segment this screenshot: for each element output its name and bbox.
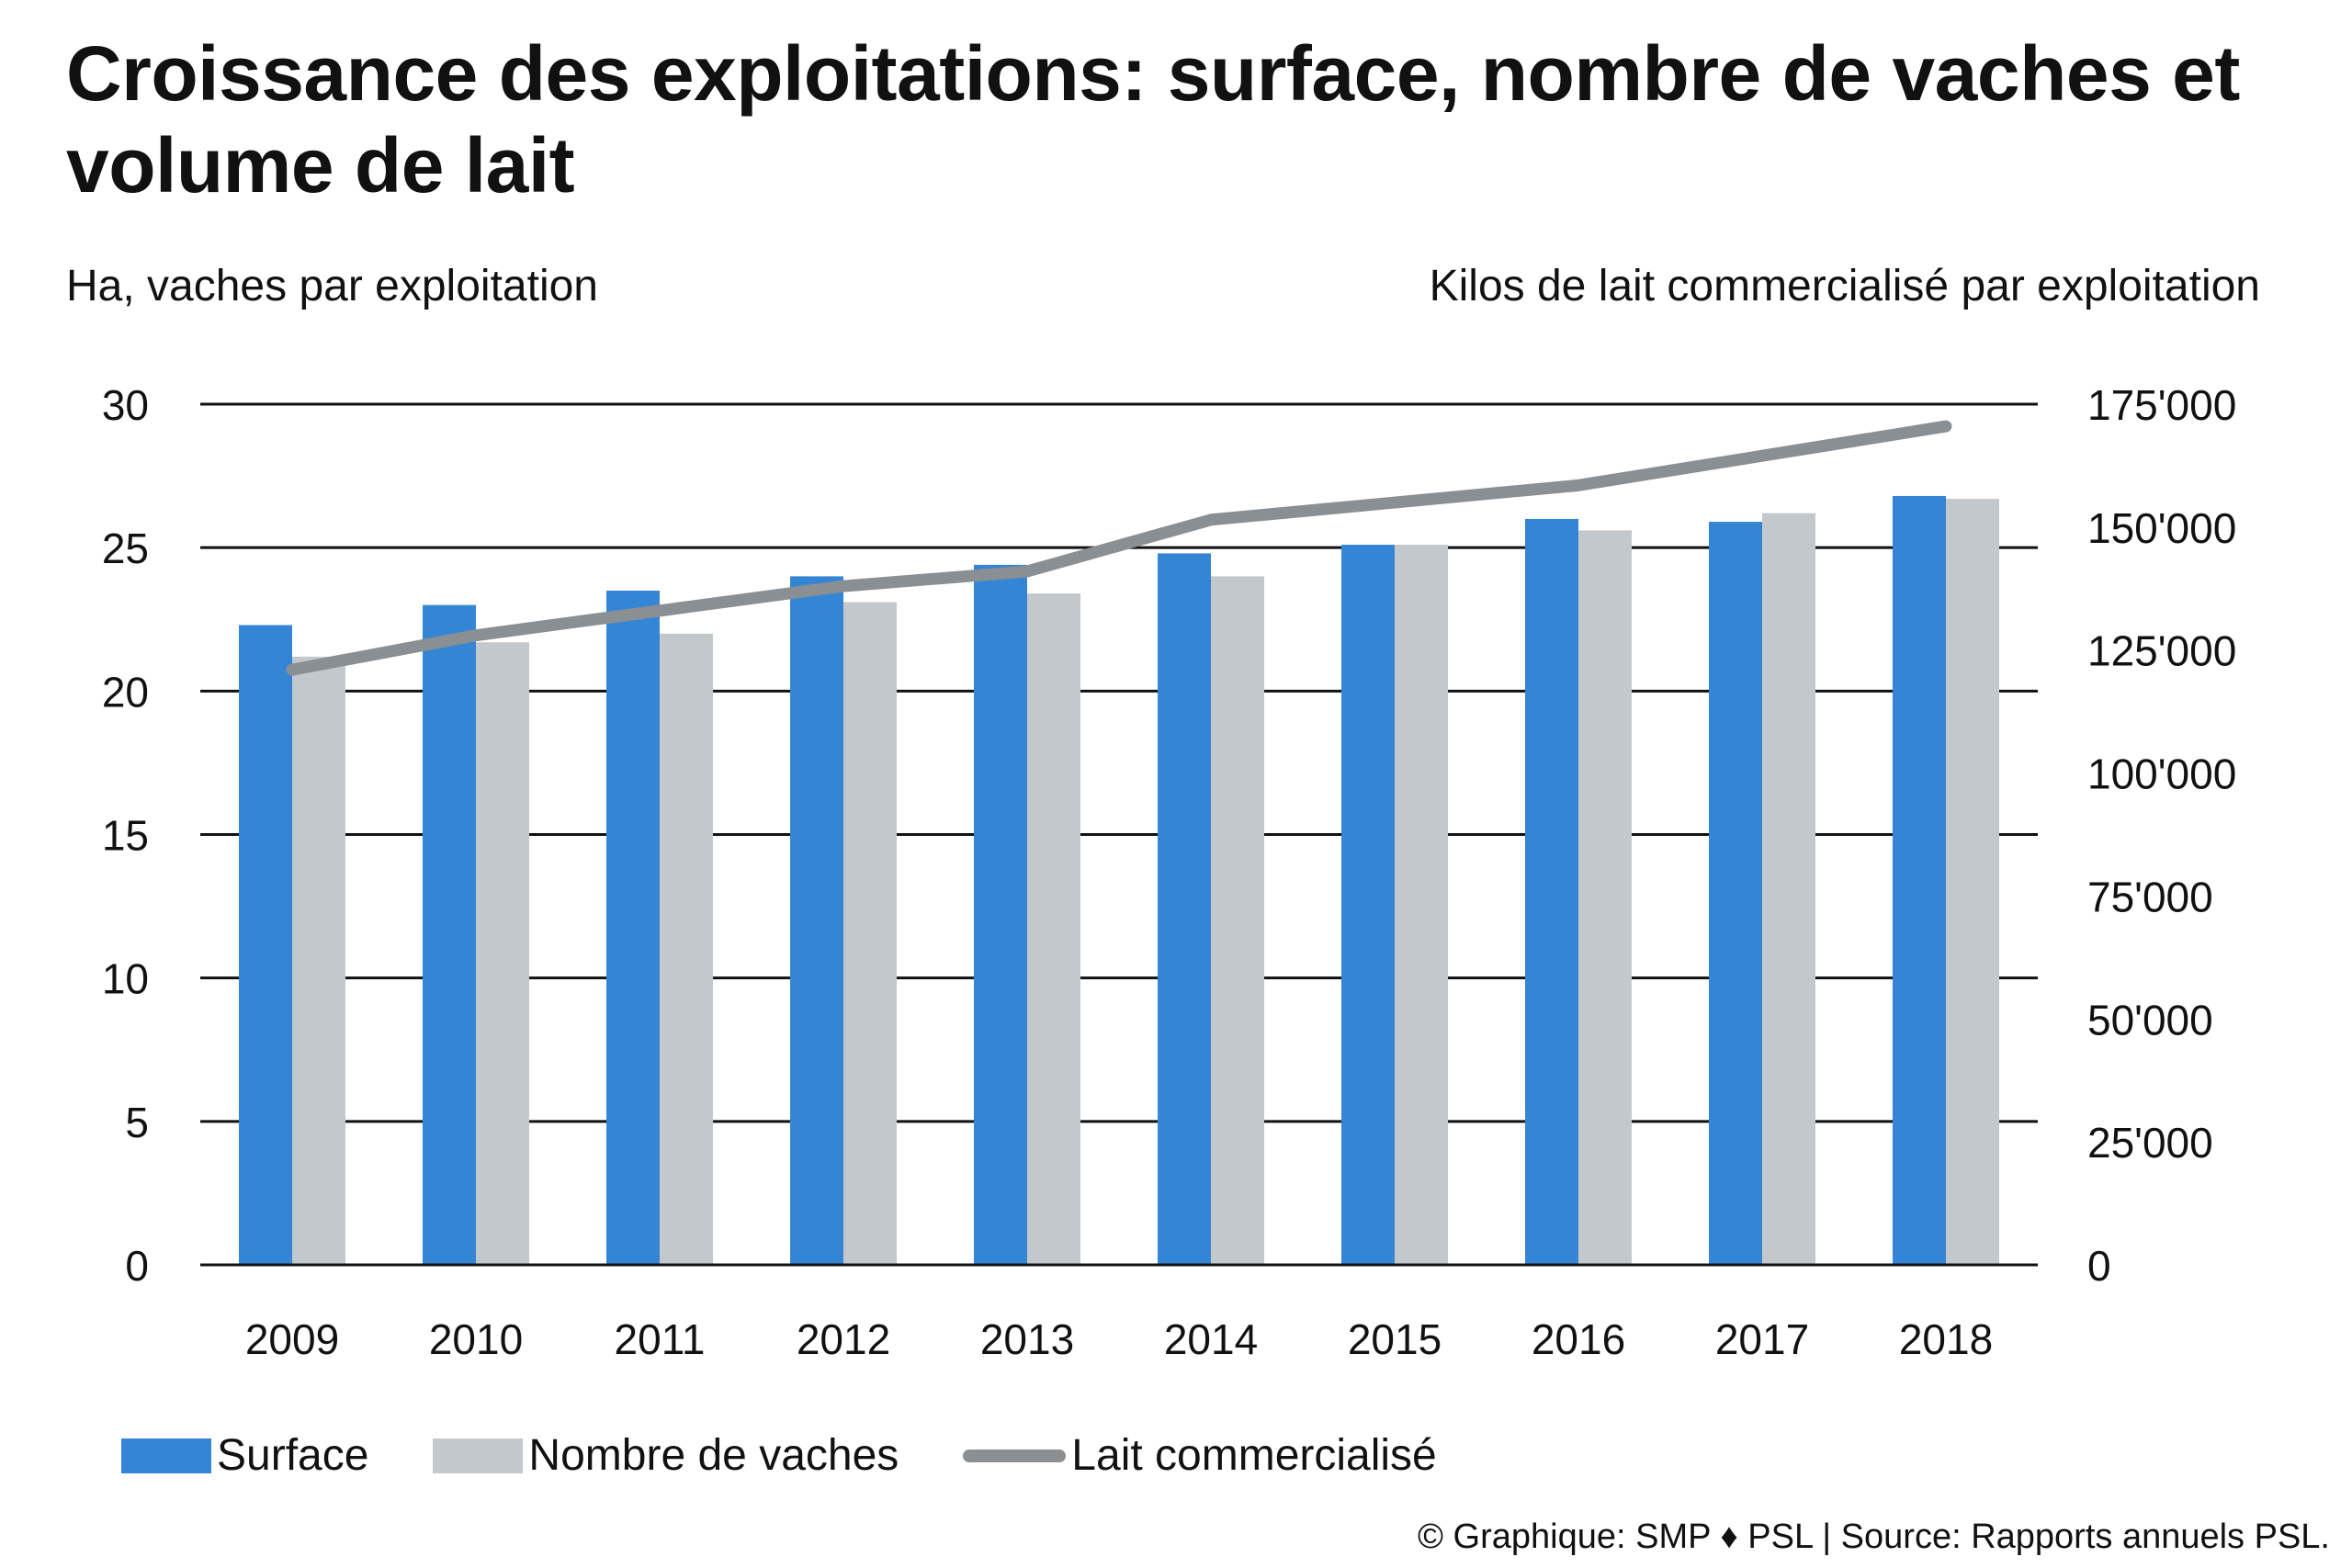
line-lait-commercialise [286,420,1952,676]
right-tick-label: 75'000 [2087,873,2213,920]
bar-vaches [292,656,345,1265]
legend-item-vaches: Nombre de vaches [433,1424,899,1488]
legend-item-surface: Surface [121,1424,368,1488]
legend-label-vaches: Nombre de vaches [528,1431,899,1480]
bar-vaches [476,642,529,1265]
x-tick-label: 2009 [245,1315,339,1363]
left-tick-label: 20 [102,668,149,716]
x-tick-label: 2012 [797,1315,890,1363]
bar-vaches [660,633,713,1265]
x-tick-label: 2013 [980,1315,1074,1363]
legend-swatch-surface [121,1438,211,1473]
right-tick-label: 175'000 [2087,381,2236,429]
x-tick-label: 2015 [1348,1315,1442,1363]
legend-label-lait: Lait commercialisé [1071,1431,1437,1480]
bar-surface [1709,522,1762,1265]
left-tick-label: 25 [102,525,149,572]
chart-title: Croissance des exploitations: surface, n… [66,30,2240,209]
legend: Surface Nombre de vaches Lait commercial… [121,1424,1501,1488]
bar-surface [423,604,476,1265]
x-tick-label: 2017 [1715,1315,1809,1363]
bar-surface [1158,553,1211,1265]
right-tick-label: 100'000 [2087,750,2236,798]
bar-vaches [843,602,897,1265]
legend-label-surface: Surface [217,1431,369,1480]
bar-vaches [1578,530,1632,1265]
bar-surface [1525,518,1578,1265]
legend-swatch-vaches [433,1438,524,1473]
right-tick-label: 150'000 [2087,504,2236,552]
left-tick-label: 5 [125,1099,149,1146]
x-tick-label: 2016 [1532,1315,1625,1363]
bar-vaches [1211,576,1264,1265]
left-tick-label: 30 [102,381,149,429]
bar-vaches [1395,545,1448,1265]
left-tick-label: 15 [102,812,149,860]
x-tick-label: 2018 [1899,1315,1993,1363]
right-tick-label: 125'000 [2087,627,2236,675]
bar-surface [790,576,843,1265]
x-tick-label: 2011 [615,1315,706,1363]
legend-swatch-lait [963,1450,1067,1462]
left-axis-caption: Ha, vaches par exploitation [66,262,598,310]
source-credit: © Graphique: SMP ♦ PSL | Source: Rapport… [1417,1517,2330,1556]
legend-item-lait: Lait commercialisé [963,1424,1437,1488]
bar-vaches [1027,593,1080,1265]
right-tick-label: 50'000 [2087,996,2213,1043]
bar-surface [1893,495,1946,1265]
right-tick-label: 25'000 [2087,1119,2213,1167]
left-tick-label: 0 [125,1242,149,1290]
right-axis-caption: Kilos de lait commercialisé par exploita… [1429,262,2260,310]
right-tick-label: 0 [2087,1242,2111,1290]
left-tick-label: 10 [102,955,149,1003]
x-tick-label: 2014 [1164,1315,1258,1363]
bar-surface [606,591,660,1265]
bar-surface [1341,545,1395,1265]
bar-surface [974,564,1027,1265]
bar-surface [239,625,292,1265]
bar-vaches [1946,499,1999,1265]
bar-vaches [1762,513,1815,1265]
x-tick-label: 2010 [429,1315,523,1363]
